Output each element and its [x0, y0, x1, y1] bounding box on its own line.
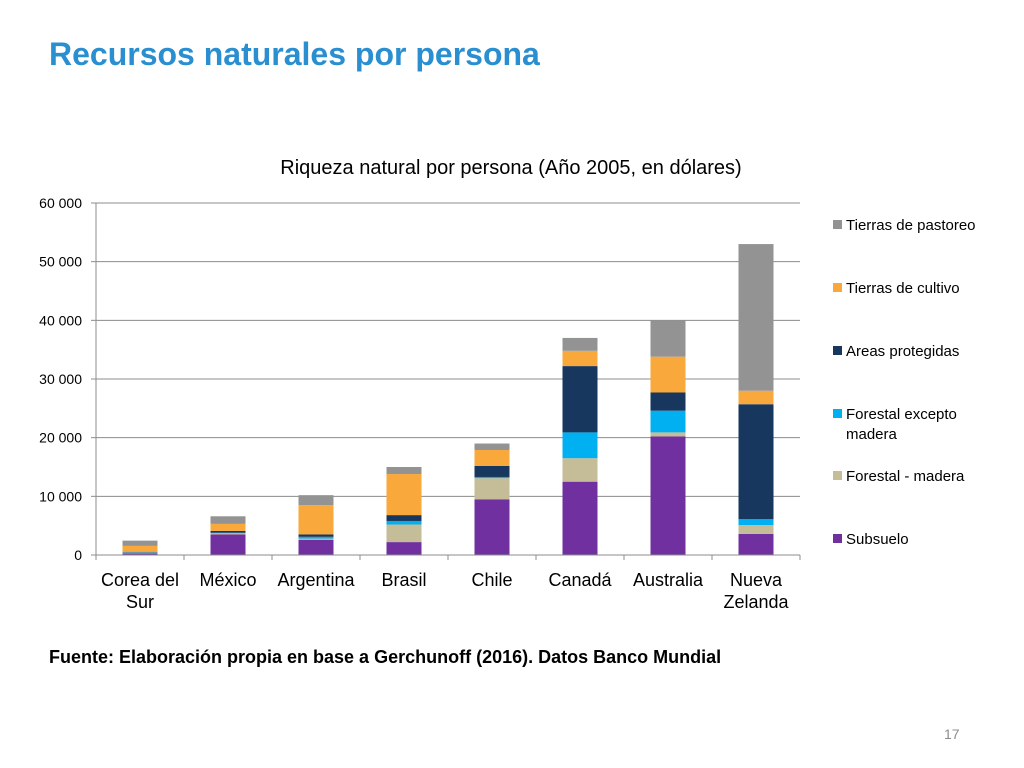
bar-segment — [122, 551, 158, 553]
bar-segment — [474, 449, 510, 466]
bar-segment — [386, 467, 422, 475]
bar-segment — [562, 432, 598, 459]
legend-label: Forestal - madera — [846, 468, 965, 485]
bar-segment — [298, 539, 334, 555]
chart-title: Riqueza natural por persona (Año 2005, e… — [280, 157, 741, 179]
source-note: Fuente: Elaboración propia en base a Ger… — [49, 647, 722, 667]
legend-swatch — [833, 346, 842, 355]
bar-segment — [650, 392, 686, 411]
bar-segment — [474, 478, 510, 500]
gridlines — [96, 202, 800, 497]
x-tick-label: Chile — [471, 570, 512, 590]
legend-label: Areas protegidas — [846, 343, 959, 360]
bar-segment — [562, 366, 598, 433]
bar-segment — [738, 244, 774, 391]
x-tick-label: Canadá — [548, 570, 612, 590]
bar-segment — [298, 538, 334, 540]
bar-segment — [474, 476, 510, 479]
bar-segment — [298, 536, 334, 539]
bar-segment — [738, 525, 774, 534]
bar-segment — [738, 519, 774, 526]
bar-segment — [386, 474, 422, 516]
legend-swatch — [833, 409, 842, 418]
legend-swatch — [833, 283, 842, 292]
bar-segment — [474, 499, 510, 555]
x-tick-label: Corea del Sur — [101, 570, 179, 612]
y-tick-label: 40 000 — [39, 312, 82, 328]
legend-swatch — [833, 534, 842, 543]
bar-segment — [210, 530, 246, 533]
bar-segment — [738, 533, 774, 555]
x-axis-ticks: Corea del Sur México Argentina Brasil Chile Ca… — [95, 555, 801, 612]
page-number: 17 — [944, 726, 960, 742]
bar-segment — [562, 350, 598, 367]
legend-label: Tierras de cultivo — [846, 280, 960, 297]
bar-segment — [122, 540, 158, 546]
bar-segment — [474, 465, 510, 477]
bar-segment — [122, 552, 158, 554]
bar-segment — [386, 520, 422, 525]
x-tick-label: Brasil — [381, 570, 426, 590]
bar-segment — [738, 390, 774, 405]
legend-label: Forestal excepto madera — [846, 406, 957, 443]
slide-title: Recursos naturales por persona — [49, 36, 540, 72]
bar-segment — [122, 553, 158, 555]
bar-segment — [298, 495, 334, 506]
bar-segment — [386, 542, 422, 555]
bar-segment — [562, 458, 598, 482]
legend-swatch — [833, 220, 842, 229]
bar-segment — [474, 443, 510, 450]
bar-segment — [298, 534, 334, 537]
bar-segment — [386, 515, 422, 521]
bar-segment — [650, 432, 686, 437]
bar-segment — [738, 404, 774, 520]
bar-segment — [298, 505, 334, 535]
bar-segment — [386, 524, 422, 543]
y-tick-label: 20 000 — [39, 430, 82, 446]
x-tick-label: Argentina — [277, 570, 355, 590]
bar-segment — [650, 436, 686, 555]
y-tick-label: 10 000 — [39, 488, 82, 504]
x-tick-label: México — [199, 570, 256, 590]
legend-label: Subsuelo — [846, 531, 909, 548]
legend-label: Tierras de pastoreo — [846, 217, 976, 234]
bar-segment — [210, 533, 246, 535]
y-tick-label: 50 000 — [39, 254, 82, 270]
y-axis-ticks: 0 10 000 20 000 30 000 40 000 50 000 60 000 — [39, 195, 96, 563]
x-tick-label: Nueva Zelanda — [723, 570, 789, 612]
bar-segment — [650, 410, 686, 433]
bars — [122, 244, 774, 555]
bar-segment — [562, 481, 598, 555]
bar-segment — [210, 534, 246, 555]
bar-segment — [210, 523, 246, 531]
bar-segment — [210, 516, 246, 524]
bar-segment — [650, 320, 686, 357]
bar-segment — [122, 545, 158, 552]
y-tick-label: 30 000 — [39, 371, 82, 387]
bar-segment — [650, 356, 686, 393]
x-tick-label: Australia — [633, 570, 704, 590]
bar-segment — [210, 532, 246, 534]
legend: Tierras de pastoreo Tierras de cultivo Are… — [833, 217, 976, 548]
y-tick-label: 0 — [74, 547, 82, 563]
legend-swatch — [833, 471, 842, 480]
bar-segment — [562, 337, 598, 351]
y-tick-label: 60 000 — [39, 195, 82, 211]
